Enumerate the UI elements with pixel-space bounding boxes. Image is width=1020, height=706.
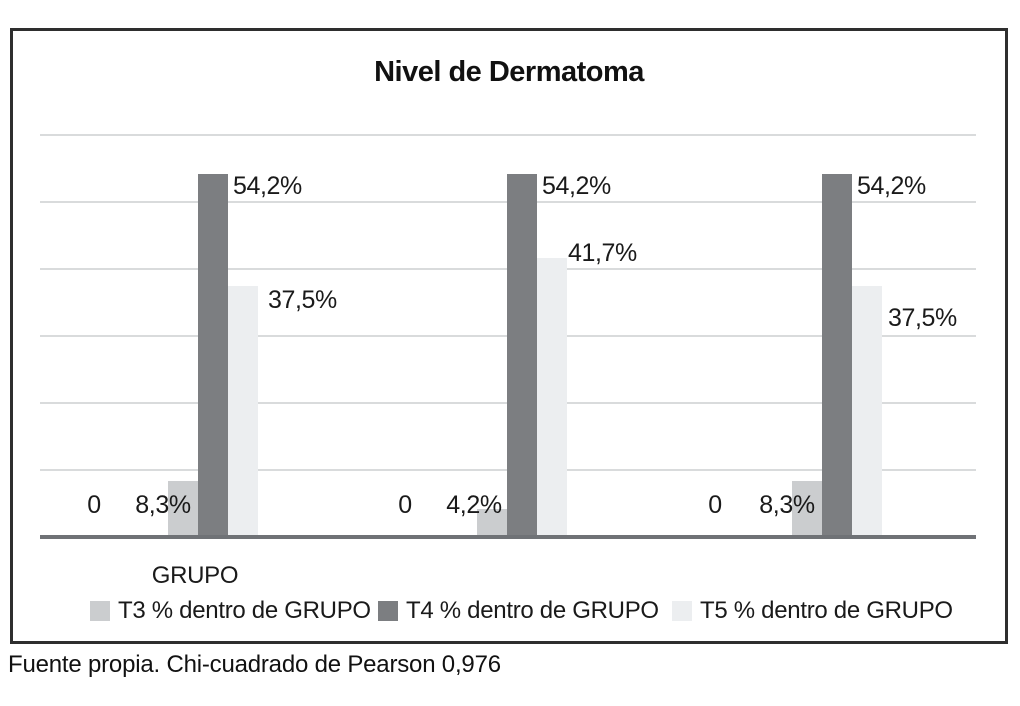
value-label-t4-group3: 54,2% [857,172,926,200]
chart-title: Nivel de Dermatoma [374,56,644,88]
figure-caption: Fuente propia. Chi-cuadrado de Pearson 0… [8,651,501,678]
bar-series1-group3 [792,481,822,537]
legend-item-t3: T3 % dentro de GRUPO [90,597,371,624]
zero-value-label-group1: 0 [87,491,101,519]
bar-series2-group3 [822,174,852,537]
x-axis-line [40,535,976,539]
legend-label-t3: T3 % dentro de GRUPO [118,597,371,624]
value-label-t3-group3: 8,3% [759,491,815,519]
value-label-t3-group1: 8,3% [135,491,191,519]
bar-series2-group1 [198,174,228,537]
value-label-t5-group2: 41,7% [568,239,637,267]
gridline-60pct [40,134,976,136]
value-label-t4-group2: 54,2% [542,172,611,200]
zero-value-label-group2: 0 [398,491,412,519]
bar-series3-group1 [228,286,258,537]
legend-item-t5: T5 % dentro de GRUPO [672,597,953,624]
bar-series1-group1 [168,481,198,537]
legend-swatch-t4-icon [378,601,398,621]
value-label-t3-group2: 4,2% [446,491,502,519]
value-label-t5-group1: 37,5% [268,286,337,314]
value-label-t4-group1: 54,2% [233,172,302,200]
bar-series1-group2 [477,509,507,537]
x-axis-label: GRUPO [151,562,239,589]
legend-item-t4: T4 % dentro de GRUPO [378,597,659,624]
legend-label-t4: T4 % dentro de GRUPO [406,597,659,624]
legend-swatch-t5-icon [672,601,692,621]
legend-swatch-t3-icon [90,601,110,621]
chart-frame [10,28,1008,644]
bar-series2-group2 [507,174,537,537]
bar-series3-group2 [537,258,567,537]
value-label-t5-group3: 37,5% [888,304,957,332]
bar-series3-group3 [852,286,882,537]
zero-value-label-group3: 0 [708,491,722,519]
legend-label-t5: T5 % dentro de GRUPO [700,597,953,624]
